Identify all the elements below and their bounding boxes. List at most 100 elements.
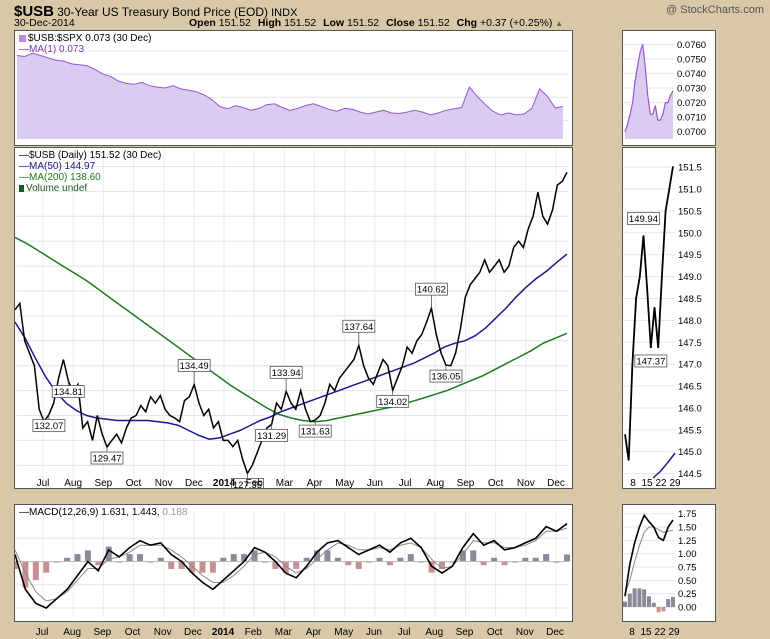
ratio-zoom-panel: 0.0760 0.0750 0.0740 0.0730 0.0720 0.0710 0.07… bbox=[622, 30, 716, 146]
open-label: Open bbox=[189, 17, 216, 29]
price-xtick-label: Jun bbox=[367, 478, 383, 488]
ratio-legend-text: $USB:$SPX 0.073 (30 Dec) bbox=[28, 33, 152, 44]
price-zoom-ma50-line bbox=[652, 452, 676, 479]
macd-xtick-label: 2014 bbox=[212, 627, 235, 638]
macd-histogram-bar bbox=[480, 561, 487, 566]
macd-histogram-bar bbox=[241, 554, 248, 562]
macd-histogram-bar bbox=[74, 554, 81, 562]
macd-xtick-label: Aug bbox=[425, 627, 443, 638]
price-xtick-label: Oct bbox=[126, 478, 142, 488]
macd-zoom-histogram-bar bbox=[651, 602, 656, 607]
price-xtick-label: Apr bbox=[307, 478, 323, 488]
price-annotation-label: 133.94 bbox=[272, 368, 301, 379]
macd-zoom-xtick-label: 15 bbox=[640, 627, 652, 638]
ratio-zoom-ytick-label: 0.0720 bbox=[677, 98, 706, 109]
ratio-chart: 0.0850.0800.0750.070 bbox=[16, 50, 568, 140]
macd-zoom-ytick-label: 1.25 bbox=[678, 536, 697, 547]
price-annotation-label: 127.35 bbox=[233, 480, 262, 488]
price-line bbox=[15, 172, 568, 476]
close-value: 151.52 bbox=[417, 17, 450, 29]
macd-zoom-xtick-label: 22 bbox=[654, 627, 666, 638]
price-xtick-label: Nov bbox=[155, 478, 173, 488]
macd-histogram-bar bbox=[532, 557, 539, 562]
volume-swatch bbox=[19, 184, 24, 192]
macd-zoom-ytick-label: 1.50 bbox=[678, 523, 697, 534]
price-zoom-line bbox=[624, 166, 674, 461]
price-zoom-ytick-label: 145.5 bbox=[678, 425, 702, 436]
macd-histogram-bar bbox=[293, 561, 300, 569]
macd-zoom-histogram-bar bbox=[666, 599, 671, 607]
price-annotation-label: 136.05 bbox=[431, 372, 460, 383]
ratio-zoom-line bbox=[624, 44, 674, 132]
macd-histogram-bar bbox=[272, 561, 279, 569]
macd-zoom-histogram-bar bbox=[647, 596, 651, 607]
macd-histogram-bar bbox=[64, 557, 71, 562]
watermark: @ StockCharts.com bbox=[666, 4, 764, 16]
macd-signal-line bbox=[15, 527, 568, 602]
ratio-zoom-ytick-label: 0.0760 bbox=[677, 40, 706, 51]
price-xtick-label: Jul bbox=[37, 478, 50, 488]
price-zoom-ytick-label: 150.0 bbox=[678, 228, 702, 239]
macd-histogram-bar bbox=[282, 561, 289, 573]
macd-zoom-signal-line bbox=[624, 526, 674, 594]
price-legend-text: $USB (Daily) 151.52 (30 Dec) bbox=[29, 150, 162, 161]
macd-zoom-line bbox=[624, 513, 674, 597]
macd-xtick-label: Nov bbox=[154, 627, 172, 638]
macd-histogram-bar bbox=[345, 561, 352, 566]
macd-histogram-bar bbox=[439, 561, 446, 569]
macd-xtick-label: Oct bbox=[487, 627, 503, 638]
price-zoom-annotation-label: 147.37 bbox=[636, 356, 665, 367]
price-annotation-label: 132.07 bbox=[34, 421, 63, 432]
macd-histogram-bar bbox=[43, 561, 50, 573]
ratio-zoom-ytick-label: 0.0740 bbox=[677, 69, 706, 80]
close-label: Close bbox=[386, 17, 415, 29]
price-xtick-label: Mar bbox=[276, 478, 294, 488]
price-zoom-panel: 151.5 151.0 150.5 150.0 149.5 149.0 148.5 148.0… bbox=[622, 147, 716, 489]
price-zoom-xtick-label: 15 bbox=[641, 478, 653, 488]
macd-histogram-bar bbox=[491, 557, 498, 562]
price-annotation-box bbox=[376, 394, 410, 408]
macd-histogram-bar bbox=[386, 561, 393, 566]
price-annotation-label: 131.63 bbox=[301, 427, 330, 438]
macd-histogram-bar bbox=[303, 557, 310, 562]
macd-xtick-label: Oct bbox=[125, 627, 141, 638]
price-xtick-label: Aug bbox=[64, 478, 82, 488]
price-zoom-annotation-box bbox=[634, 354, 668, 368]
price-panel: 1521501481461441421401381361341321301281… bbox=[14, 147, 573, 489]
macd-zoom-histogram-bar bbox=[661, 607, 666, 612]
volume-legend-text: Volume undef bbox=[26, 183, 88, 194]
macd-zoom-histogram-bar bbox=[627, 593, 632, 607]
macd-zoom-ytick-label: 1.75 bbox=[678, 509, 697, 520]
macd-xtick-label: Mar bbox=[275, 627, 293, 638]
price-xtick-label: Nov bbox=[517, 478, 535, 488]
chart-title: 30-Year US Treasury Bond Price (EOD) bbox=[57, 5, 269, 19]
price-xtick-label: 2014 bbox=[213, 478, 236, 488]
price-xtick-label: Sep bbox=[94, 478, 112, 488]
ratio-ma-text: MA(1) 0.073 bbox=[29, 44, 85, 55]
price-zoom-ytick-label: 147.5 bbox=[678, 338, 702, 349]
quote-bar: 30-Dec-2014 Open 151.52 High 151.52 Low … bbox=[14, 17, 574, 29]
macd-legend: —MACD(12,26,9) 1.631, 1.443, 0.188 bbox=[19, 507, 187, 518]
price-annotation-box bbox=[342, 319, 376, 333]
macd-xtick-label: Dec bbox=[546, 627, 564, 638]
ratio-ma-dash-icon: — bbox=[19, 44, 29, 55]
macd-histogram-bar bbox=[157, 557, 164, 562]
macd-histogram-bar bbox=[126, 554, 133, 562]
ma200-line bbox=[15, 236, 568, 423]
price-annotation-label: 131.29 bbox=[257, 431, 286, 442]
macd-histogram-bar bbox=[334, 557, 341, 562]
macd-histogram-bar bbox=[22, 561, 29, 588]
ratio-panel: 0.0850.0800.0750.070 $USB:$SPX 0.073 (30… bbox=[14, 30, 573, 146]
macd-panel: 10-1-2 —MACD(12,26,9) 1.631, 1.443, 0.18… bbox=[14, 504, 573, 622]
price-zoom-ytick-label: 144.5 bbox=[678, 469, 702, 480]
low-value: 151.52 bbox=[347, 17, 380, 29]
macd-histogram-bar bbox=[543, 554, 550, 562]
macd-histogram-bar bbox=[522, 557, 529, 562]
high-label: High bbox=[257, 17, 282, 29]
price-zoom-xtick-label: 8 bbox=[630, 478, 636, 488]
ma50-legend-text: MA(50) 144.97 bbox=[29, 161, 96, 172]
macd-xtick-label: Sep bbox=[456, 627, 474, 638]
ma50-dash-icon: — bbox=[19, 161, 29, 172]
exchange: INDX bbox=[271, 7, 298, 19]
macd-zoom-xtick-label: 8 bbox=[629, 627, 635, 638]
